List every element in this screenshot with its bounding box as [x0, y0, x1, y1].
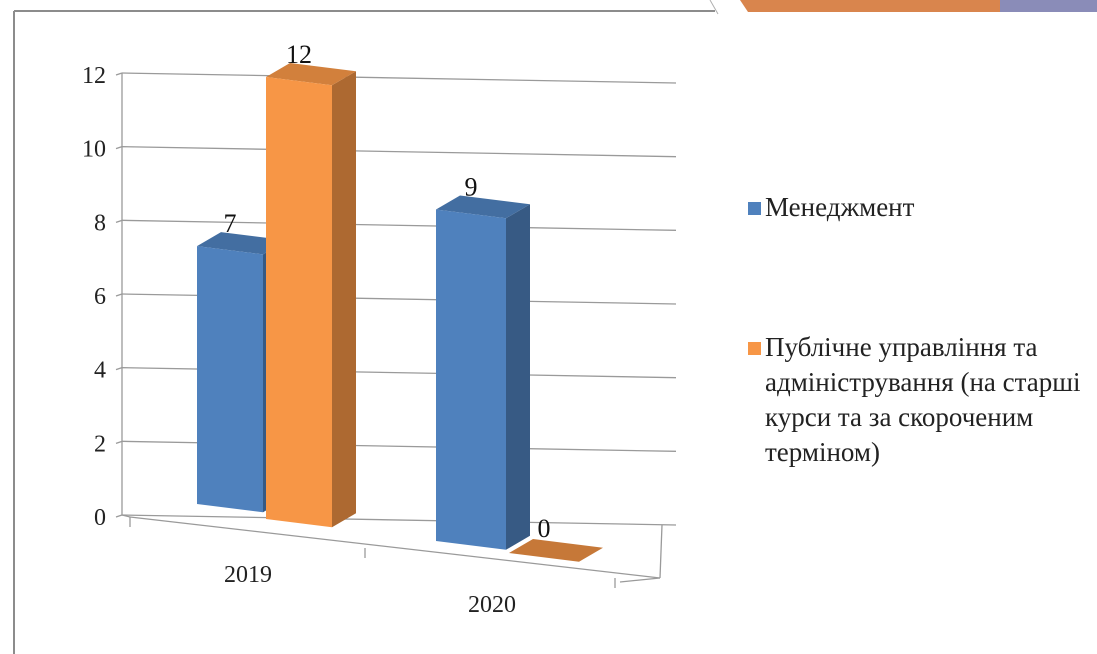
y-tick-label: 0 — [94, 505, 106, 531]
bar-side-face — [506, 204, 530, 550]
y-tick — [115, 367, 123, 371]
y-tick-label: 8 — [94, 210, 106, 236]
y-tick — [115, 72, 123, 76]
data-label: 0 — [538, 514, 551, 543]
legend-swatch-blue — [748, 202, 761, 215]
labels: 0 2 4 6 8 10 12 7 12 9 0 2019 2020 — [82, 40, 551, 618]
bar-2020-series-2 — [509, 539, 603, 562]
y-tick — [115, 219, 123, 223]
bar-front-face — [197, 246, 263, 513]
legend-item-public-administration: Публічне управління та адміністрування (… — [748, 330, 1093, 470]
y-tick-label: 12 — [82, 63, 106, 89]
bar-top-face — [197, 232, 287, 255]
y-tick — [115, 293, 123, 297]
bar-top-face — [266, 63, 356, 86]
gridline — [121, 146, 677, 158]
decorative-purple-bar — [1000, 0, 1097, 12]
bar-2019-series-2 — [266, 63, 356, 528]
y-tick — [115, 440, 123, 444]
bar-front-face — [266, 77, 332, 528]
floor-left-edge — [121, 514, 131, 518]
y-tick — [115, 146, 123, 150]
x-category-label: 2019 — [224, 562, 272, 588]
bar-flat-slab — [509, 539, 603, 562]
y-tick-label: 2 — [94, 431, 106, 457]
floor-right-edge — [659, 524, 663, 579]
bar-2020-series-1 — [436, 195, 530, 550]
bar-front-face — [436, 209, 506, 550]
y-tick — [115, 514, 123, 518]
x-category-label: 2020 — [468, 592, 516, 618]
floor-corner — [619, 577, 661, 583]
gridline — [121, 514, 677, 526]
bar-side-face — [332, 71, 356, 528]
legend: Менеджмент Публічне управління та адміні… — [748, 190, 1093, 470]
gridline — [121, 72, 677, 84]
y-tick-label: 6 — [94, 284, 106, 310]
y-tick-label: 10 — [82, 137, 106, 163]
slide-frame — [13, 0, 1097, 654]
gridline — [121, 219, 677, 231]
data-label: 12 — [286, 40, 312, 69]
data-label: 7 — [224, 209, 237, 238]
x-axis — [129, 516, 661, 579]
bars — [197, 63, 603, 562]
legend-label-management: Менеджмент — [765, 192, 915, 222]
bar-top-face — [436, 195, 530, 219]
y-tick-label: 4 — [94, 358, 106, 384]
data-label: 9 — [465, 173, 478, 202]
legend-swatch-orange — [748, 342, 761, 355]
legend-item-management: Менеджмент — [748, 190, 1093, 225]
legend-label-public-administration: Публічне управління та адміністрування (… — [765, 332, 1081, 467]
decorative-orange-bar — [740, 0, 1000, 12]
